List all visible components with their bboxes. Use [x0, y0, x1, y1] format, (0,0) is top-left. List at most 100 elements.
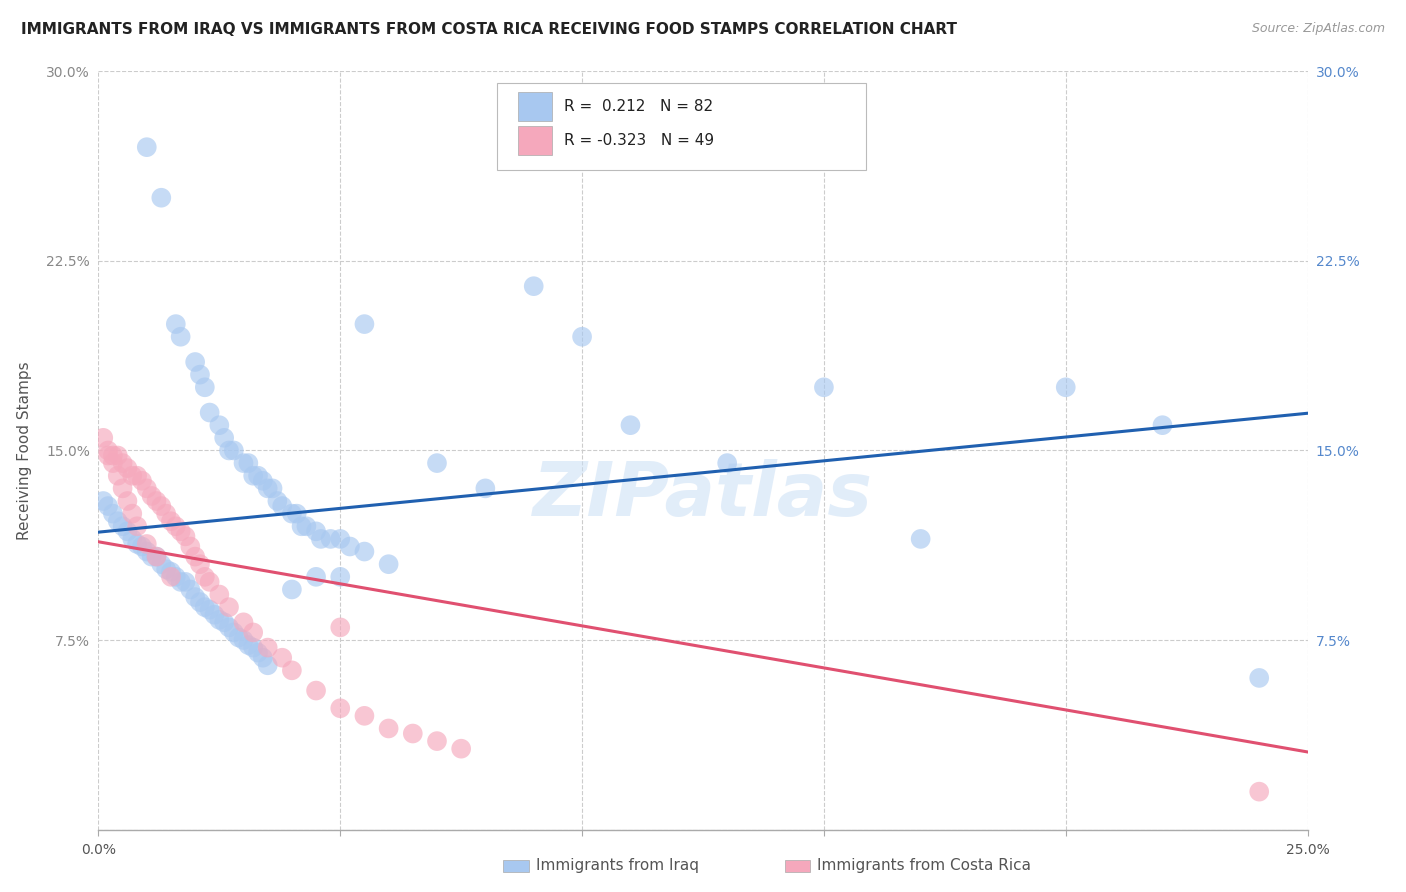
Point — [91, 494, 114, 508]
Point — [107, 514, 129, 528]
Point — [188, 557, 211, 572]
Point — [145, 549, 167, 564]
Point — [1152, 418, 1174, 433]
Point — [232, 633, 254, 648]
Point — [91, 431, 114, 445]
Point — [198, 603, 221, 617]
Point — [117, 461, 139, 475]
Point — [228, 631, 250, 645]
Point — [208, 613, 231, 627]
Point — [101, 507, 124, 521]
Point — [256, 640, 278, 655]
Point — [150, 191, 173, 205]
Point — [97, 443, 120, 458]
Point — [101, 456, 124, 470]
Point — [121, 532, 143, 546]
Text: R =  0.212   N = 82: R = 0.212 N = 82 — [564, 99, 713, 114]
Point — [198, 574, 221, 589]
Point — [160, 514, 183, 528]
Point — [169, 574, 191, 589]
Point — [117, 524, 139, 539]
Point — [131, 474, 153, 488]
Text: IMMIGRANTS FROM IRAQ VS IMMIGRANTS FROM COSTA RICA RECEIVING FOOD STAMPS CORRELA: IMMIGRANTS FROM IRAQ VS IMMIGRANTS FROM … — [21, 22, 957, 37]
Point — [450, 741, 472, 756]
Point — [160, 570, 183, 584]
Point — [218, 600, 240, 615]
Text: Source: ZipAtlas.com: Source: ZipAtlas.com — [1251, 22, 1385, 36]
Point — [97, 449, 120, 463]
Point — [523, 279, 546, 293]
Point — [256, 658, 278, 673]
Point — [150, 557, 173, 572]
Point — [155, 507, 177, 521]
Point — [107, 449, 129, 463]
Point — [135, 544, 157, 558]
Point — [271, 499, 294, 513]
Point — [150, 499, 173, 513]
Point — [194, 600, 217, 615]
Point — [135, 482, 157, 496]
Point — [339, 540, 361, 554]
Point — [184, 549, 207, 564]
Point — [571, 330, 593, 344]
Point — [329, 620, 352, 634]
Point — [716, 456, 738, 470]
Point — [121, 468, 143, 483]
Point — [127, 537, 149, 551]
Text: R = -0.323   N = 49: R = -0.323 N = 49 — [564, 133, 714, 148]
Point — [218, 620, 240, 634]
Point — [353, 317, 375, 331]
Point — [1054, 380, 1077, 394]
Point — [165, 317, 187, 331]
Point — [145, 549, 167, 564]
Point — [121, 507, 143, 521]
Point — [184, 590, 207, 604]
Point — [127, 468, 149, 483]
Point — [127, 519, 149, 533]
Bar — [503, 860, 529, 872]
Point — [256, 482, 278, 496]
Point — [1249, 785, 1271, 799]
Point — [160, 565, 183, 579]
FancyBboxPatch shape — [517, 92, 553, 120]
Point — [247, 468, 270, 483]
Point — [474, 482, 496, 496]
Point — [238, 638, 260, 652]
Point — [141, 549, 163, 564]
Point — [426, 456, 449, 470]
Point — [198, 405, 221, 420]
Point — [174, 574, 197, 589]
Point — [247, 646, 270, 660]
Point — [305, 524, 328, 539]
Point — [281, 582, 304, 597]
Point — [353, 544, 375, 558]
Point — [222, 443, 245, 458]
Point — [252, 650, 274, 665]
Point — [145, 494, 167, 508]
Point — [222, 625, 245, 640]
Point — [252, 474, 274, 488]
Point — [111, 519, 134, 533]
Point — [135, 140, 157, 154]
Point — [111, 482, 134, 496]
Point — [107, 468, 129, 483]
Point — [155, 562, 177, 576]
Point — [285, 507, 308, 521]
Text: Immigrants from Costa Rica: Immigrants from Costa Rica — [817, 858, 1031, 873]
Point — [232, 615, 254, 630]
Point — [232, 456, 254, 470]
Point — [377, 557, 399, 572]
Point — [101, 449, 124, 463]
Point — [111, 456, 134, 470]
Point — [141, 489, 163, 503]
Point — [309, 532, 332, 546]
Point — [402, 726, 425, 740]
Point — [353, 708, 375, 723]
FancyBboxPatch shape — [517, 126, 553, 155]
Point — [242, 625, 264, 640]
Point — [194, 570, 217, 584]
Point — [329, 532, 352, 546]
FancyBboxPatch shape — [498, 83, 866, 170]
Point — [377, 722, 399, 736]
Point — [238, 456, 260, 470]
